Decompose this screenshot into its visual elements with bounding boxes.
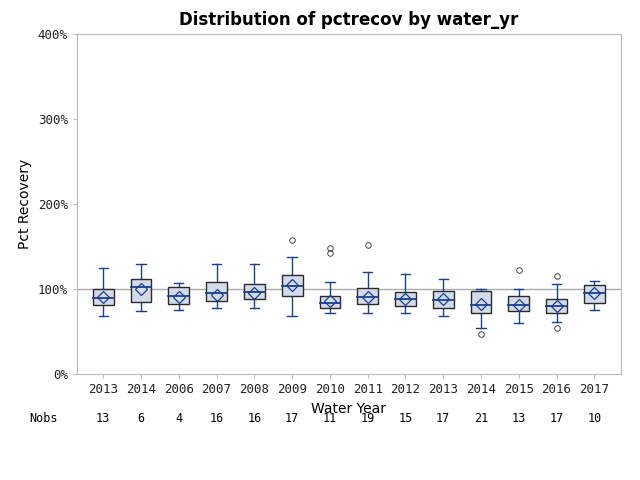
Text: 16: 16 bbox=[209, 412, 224, 425]
Title: Distribution of pctrecov by water_yr: Distribution of pctrecov by water_yr bbox=[179, 11, 518, 29]
Bar bbox=[244, 284, 265, 300]
Bar bbox=[282, 275, 303, 296]
Text: 17: 17 bbox=[550, 412, 564, 425]
Bar bbox=[546, 300, 567, 313]
Text: 11: 11 bbox=[323, 412, 337, 425]
Text: 17: 17 bbox=[436, 412, 451, 425]
Text: 4: 4 bbox=[175, 412, 182, 425]
Bar bbox=[395, 292, 416, 306]
Text: Nobs: Nobs bbox=[29, 412, 58, 425]
Text: 21: 21 bbox=[474, 412, 488, 425]
Text: 13: 13 bbox=[96, 412, 110, 425]
Text: 19: 19 bbox=[360, 412, 375, 425]
Text: 13: 13 bbox=[511, 412, 526, 425]
Bar bbox=[206, 282, 227, 301]
Bar bbox=[168, 287, 189, 304]
Text: 15: 15 bbox=[398, 412, 413, 425]
Text: 10: 10 bbox=[588, 412, 602, 425]
Bar bbox=[508, 296, 529, 312]
Bar bbox=[357, 288, 378, 304]
Bar bbox=[584, 285, 605, 303]
Bar bbox=[131, 279, 152, 302]
X-axis label: Water Year: Water Year bbox=[311, 402, 387, 416]
Bar bbox=[93, 289, 114, 304]
Bar bbox=[319, 296, 340, 308]
Text: 16: 16 bbox=[247, 412, 262, 425]
Bar bbox=[433, 291, 454, 308]
Y-axis label: Pct Recovery: Pct Recovery bbox=[18, 159, 32, 249]
Text: 17: 17 bbox=[285, 412, 300, 425]
Text: 6: 6 bbox=[138, 412, 145, 425]
Bar bbox=[470, 291, 492, 313]
